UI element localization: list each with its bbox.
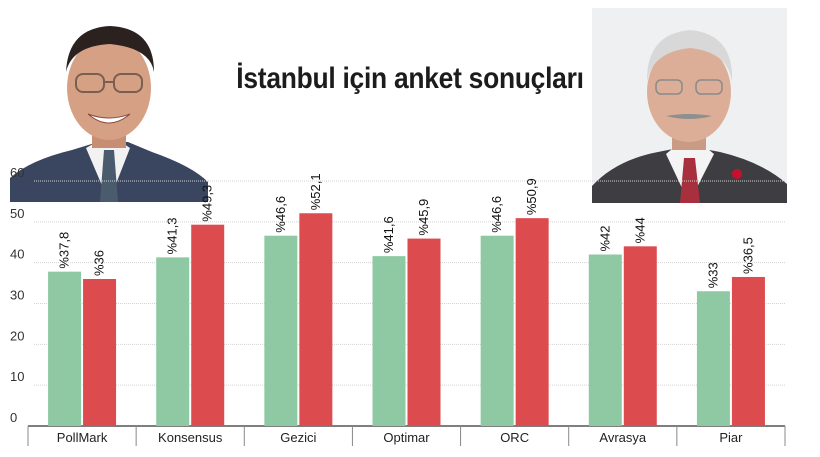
data-label: %49,3 <box>200 185 215 222</box>
data-label: %46,6 <box>273 196 288 233</box>
y-tick-label: 0 <box>10 410 17 425</box>
bar-red <box>83 279 117 426</box>
y-tick-label: 40 <box>10 247 24 262</box>
bar-red <box>623 246 657 426</box>
data-label: %36 <box>92 250 107 276</box>
y-tick-label: 50 <box>10 206 24 221</box>
data-label: %44 <box>632 217 647 243</box>
data-label: %50,9 <box>524 178 539 215</box>
bar-red <box>731 276 765 426</box>
x-tick-label: Piar <box>719 430 743 445</box>
bar-green <box>48 271 82 426</box>
data-label: %41,3 <box>165 217 180 254</box>
left-portrait-image <box>10 10 208 202</box>
data-label: %36,5 <box>740 237 755 274</box>
x-tick-label: ORC <box>500 430 529 445</box>
x-tick-label: Gezici <box>280 430 316 445</box>
bar-green <box>588 254 622 426</box>
bar-red <box>191 224 225 426</box>
y-tick-label: 20 <box>10 328 24 343</box>
x-tick-label: Avrasya <box>599 430 646 445</box>
x-tick-label: Konsensus <box>158 430 223 445</box>
chart-title: İstanbul için anket sonuçları <box>236 62 584 95</box>
x-tick-label: PollMark <box>57 430 108 445</box>
bar-green <box>480 235 514 426</box>
data-label: %46,6 <box>489 196 504 233</box>
bar-green <box>372 256 406 426</box>
data-label: %33 <box>705 262 720 288</box>
x-tick-label: Optimar <box>383 430 430 445</box>
bar-green <box>156 257 190 426</box>
data-label: %37,8 <box>57 232 72 269</box>
bar-green <box>264 235 298 426</box>
bar-red <box>299 213 333 426</box>
data-label: %52,1 <box>308 173 323 210</box>
right-portrait-image <box>592 8 787 203</box>
y-tick-label: 10 <box>10 369 24 384</box>
bar-green <box>696 291 730 426</box>
bar-red <box>407 238 441 426</box>
y-tick-label: 60 <box>10 165 24 180</box>
bar-red <box>515 218 549 426</box>
data-label: %41,6 <box>381 216 396 253</box>
data-label: %45,9 <box>416 199 431 236</box>
y-tick-label: 30 <box>10 288 24 303</box>
data-label: %42 <box>597 225 612 251</box>
